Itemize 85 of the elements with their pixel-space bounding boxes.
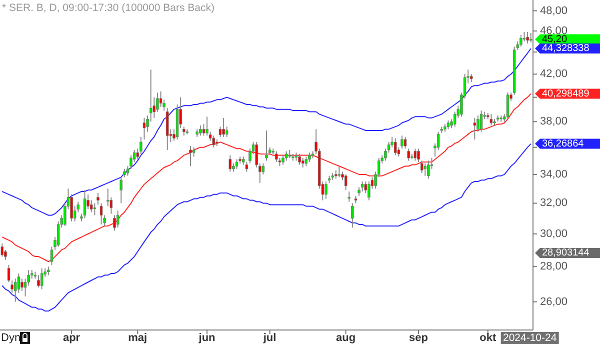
candlestick [20, 278, 24, 292]
line-series [2, 93, 532, 262]
candlestick [480, 110, 483, 132]
candlestick [427, 160, 430, 180]
text: 45,20 [542, 34, 568, 45]
line-series [2, 143, 532, 312]
candlestick [308, 152, 311, 163]
x-tick-label: okt [480, 332, 496, 344]
candlestick [324, 180, 328, 200]
candlestick [420, 160, 424, 174]
data-label: 36,26864 [542, 138, 584, 150]
candlestick [506, 92, 510, 120]
candlestick [113, 214, 116, 232]
candlestick [301, 157, 304, 168]
candlestick [212, 135, 215, 148]
candlestick [96, 192, 100, 206]
candlestick [338, 166, 341, 178]
candlestick [265, 130, 268, 162]
candlestick [351, 202, 354, 228]
candlestick [298, 153, 301, 166]
candlestick [304, 156, 308, 167]
text: Dyn [1, 332, 21, 344]
y-tick-label: 48,00 [540, 4, 568, 17]
x-tick-label: apr [62, 332, 81, 344]
candlestick [235, 158, 238, 170]
candlestick [364, 180, 367, 194]
x-tick-label: sep [409, 332, 428, 344]
candlestick [189, 146, 192, 167]
candlestick [414, 148, 417, 162]
candlestick [106, 188, 110, 207]
candlestick [7, 264, 10, 283]
y-tick-label: 32,00 [540, 197, 568, 210]
y-tick-label: 30,00 [540, 228, 568, 240]
candlestick [40, 268, 44, 290]
text: 28,903144 [542, 248, 590, 258]
candlestick [83, 190, 86, 219]
x-tick-label: jun [198, 332, 216, 344]
chart-title: * SER. B, D, 09:00-17:30 (100000 Bars Back) [2, 2, 214, 14]
candlestick [159, 90, 162, 108]
data-label: 44,328338 [542, 43, 590, 54]
x-tick-label: jul [262, 332, 276, 344]
candlestick [348, 191, 350, 202]
candlestick [473, 117, 476, 140]
candlestick [37, 274, 40, 288]
x-tick-label: aug [336, 332, 356, 344]
candlestick [490, 114, 493, 126]
candlestick [0, 242, 4, 258]
candlestick [262, 162, 265, 175]
candlestick [199, 124, 202, 136]
candlestick [424, 162, 426, 176]
candlestick [100, 202, 103, 225]
y-tick-label: 42,00 [540, 68, 568, 80]
candlestick [192, 146, 196, 158]
candlestick [202, 124, 206, 136]
y-tick-label: 34,00 [540, 168, 568, 180]
data-label: 40,298489 [542, 88, 590, 100]
candlestick [166, 108, 169, 150]
candlestick [360, 180, 364, 192]
candlestick [404, 136, 407, 150]
candlestick [228, 154, 232, 172]
candlestick [400, 135, 404, 150]
candlestick [222, 117, 225, 138]
y-tick-label: 26,00 [540, 296, 568, 308]
candlestick [10, 280, 14, 294]
candlestick [93, 202, 96, 216]
candlestick [142, 117, 146, 140]
y-tick-label: 28,00 [540, 260, 568, 273]
candlestick [275, 150, 278, 163]
candlestick [120, 176, 122, 204]
candlestick [417, 148, 420, 163]
candlestick [344, 174, 348, 191]
candlestick [225, 126, 228, 138]
x-tick-label: maj [128, 332, 148, 344]
candlestick [116, 210, 120, 228]
line-series [2, 48, 532, 216]
candlestick [284, 150, 288, 162]
candlestick [368, 180, 370, 201]
candlestick [522, 31, 526, 42]
y-tick-label: 38,00 [540, 116, 568, 128]
candlestick [520, 34, 522, 48]
candlestick [394, 138, 397, 156]
candlestick [526, 31, 529, 44]
candlestick [407, 148, 410, 162]
text: 2024-10-24 [502, 332, 557, 344]
candlestick [282, 154, 284, 166]
